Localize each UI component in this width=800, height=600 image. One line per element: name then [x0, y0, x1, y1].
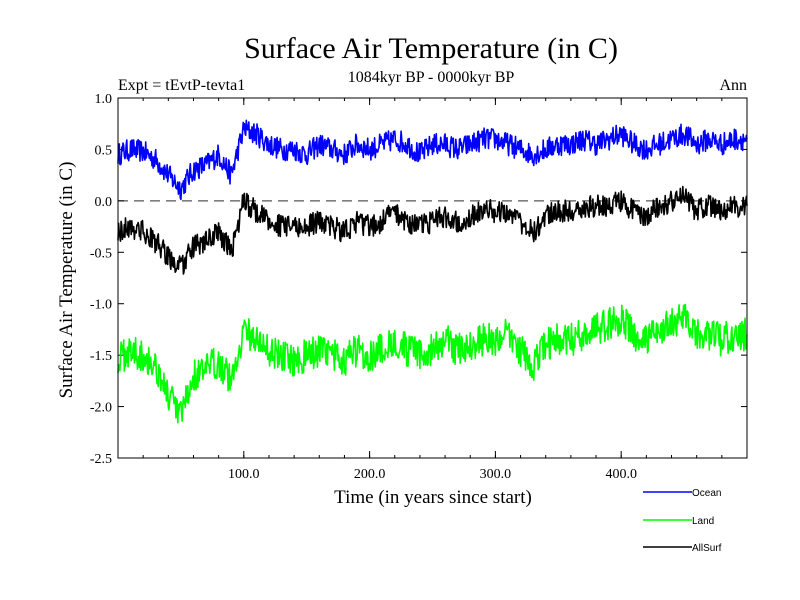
- y-tick-label: -1.0: [90, 298, 112, 313]
- x-tick-label: 200.0: [354, 467, 386, 482]
- legend: Ocean Land AllSurf: [643, 488, 722, 554]
- series-line-ocean: [117, 119, 748, 201]
- chart-title: Surface Air Temperature (in C): [244, 32, 618, 65]
- subtitle-right: Ann: [719, 77, 747, 94]
- y-tick-label: -2.5: [90, 452, 112, 467]
- series-line-land: [117, 303, 748, 424]
- y-tick-label: 0.5: [95, 143, 113, 158]
- subtitle-center: 1084kyr BP - 0000kyr BP: [348, 69, 515, 86]
- y-tick-label: -0.5: [90, 246, 112, 261]
- plot-area: 1.0 0.5 0.0 -0.5 -1.0 -1.5 -2.0 -2.5 100.0 200.0 3…: [90, 92, 748, 482]
- y-tick-label: 1.0: [95, 92, 113, 107]
- legend-label-land: Land: [692, 516, 714, 527]
- x-tick-label: 300.0: [480, 467, 512, 482]
- y-tick-label: -2.0: [90, 401, 112, 416]
- y-tick-label: 0.0: [95, 195, 113, 210]
- legend-label-allsurf: AllSurf: [692, 543, 722, 554]
- x-axis-label: Time (in years since start): [334, 487, 532, 508]
- series-line-allsurf: [117, 185, 748, 275]
- subtitle-left: Expt = tEvtP-tevta1: [118, 77, 245, 94]
- x-tick-label: 400.0: [605, 467, 637, 482]
- y-tick-label: -1.5: [90, 349, 112, 364]
- plot-frame: [117, 97, 748, 459]
- y-axis-label: Surface Air Temperature (in C): [56, 162, 77, 399]
- x-tick-label: 100.0: [228, 467, 260, 482]
- legend-label-ocean: Ocean: [692, 488, 721, 499]
